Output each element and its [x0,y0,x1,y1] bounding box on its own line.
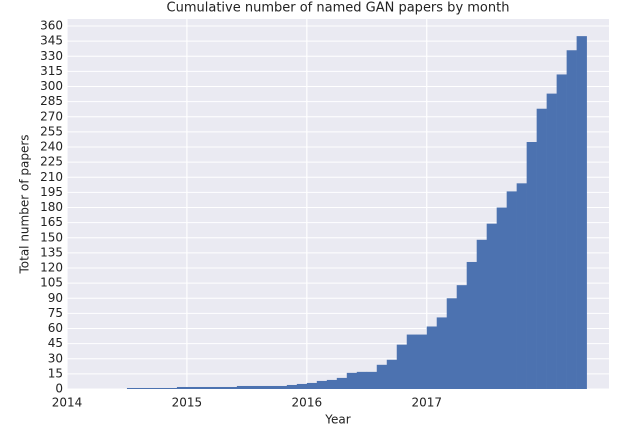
bar [306,382,318,389]
y-tick-label: 45 [48,336,63,350]
bar [376,364,388,389]
bar [146,387,158,389]
bar [206,386,218,389]
bar [446,298,458,389]
y-tick-label: 75 [48,306,63,320]
x-axis-label: Year [324,413,350,427]
bar [126,387,138,389]
y-tick-label: 300 [40,79,63,93]
bar [516,183,527,389]
bar [266,385,278,389]
bar [466,261,478,389]
bar [546,93,557,389]
bar [226,386,238,389]
bar [166,387,178,389]
y-tick-label: 345 [40,34,63,48]
y-tick-label: 330 [40,49,63,63]
bar [296,383,308,389]
bar [216,386,228,389]
chart-title: Cumulative number of named GAN papers by… [167,1,510,16]
y-tick-label: 195 [40,185,63,199]
bar [506,191,517,389]
bar [186,386,198,389]
y-axis-label: Total number of papers [18,134,32,274]
bar [416,334,428,389]
y-tick-label: 225 [40,155,63,169]
bar [496,207,507,389]
y-tick-label: 135 [40,245,63,259]
bar [526,141,537,389]
bar [426,326,438,389]
bar [576,36,587,389]
y-tick-label: 270 [40,109,63,123]
bar [366,371,378,389]
x-tick-label: 2017 [411,396,442,410]
bar [406,334,418,389]
y-tick-label: 0 [55,382,63,396]
bar [336,377,348,389]
bar [196,386,208,389]
bar [286,384,298,389]
bar [136,387,148,389]
y-tick-label: 165 [40,215,63,229]
y-tick-label: 360 [40,19,63,33]
bar [396,344,408,389]
x-tick-label: 2015 [172,396,203,410]
bar [256,385,268,389]
bar [326,379,338,389]
y-tick-label: 90 [48,291,63,305]
bar [246,385,258,389]
bar [346,372,358,389]
y-tick-label: 15 [48,366,63,380]
bar [176,386,188,389]
bar [476,239,487,389]
y-tick-label: 210 [40,170,63,184]
bar [156,387,168,389]
x-tick-label: 2014 [52,396,83,410]
bar [486,223,497,389]
y-tick-label: 120 [40,261,63,275]
y-tick-label: 285 [40,94,63,108]
y-tick-label: 60 [48,321,63,335]
bar [356,371,368,389]
y-tick-label: 255 [40,124,63,138]
bar [536,108,547,389]
bar [236,385,248,389]
bar [456,285,468,389]
bar [316,380,328,389]
bar [436,317,448,389]
bar [386,359,398,389]
y-tick-label: 315 [40,64,63,78]
bar [566,50,577,389]
y-tick-label: 105 [40,276,63,290]
bar [276,385,288,389]
x-tick-label: 2016 [292,396,323,410]
bar [556,74,567,390]
y-tick-label: 150 [40,230,63,244]
y-tick-label: 240 [40,140,63,154]
y-tick-label: 180 [40,200,63,214]
y-tick-label: 30 [48,351,63,365]
